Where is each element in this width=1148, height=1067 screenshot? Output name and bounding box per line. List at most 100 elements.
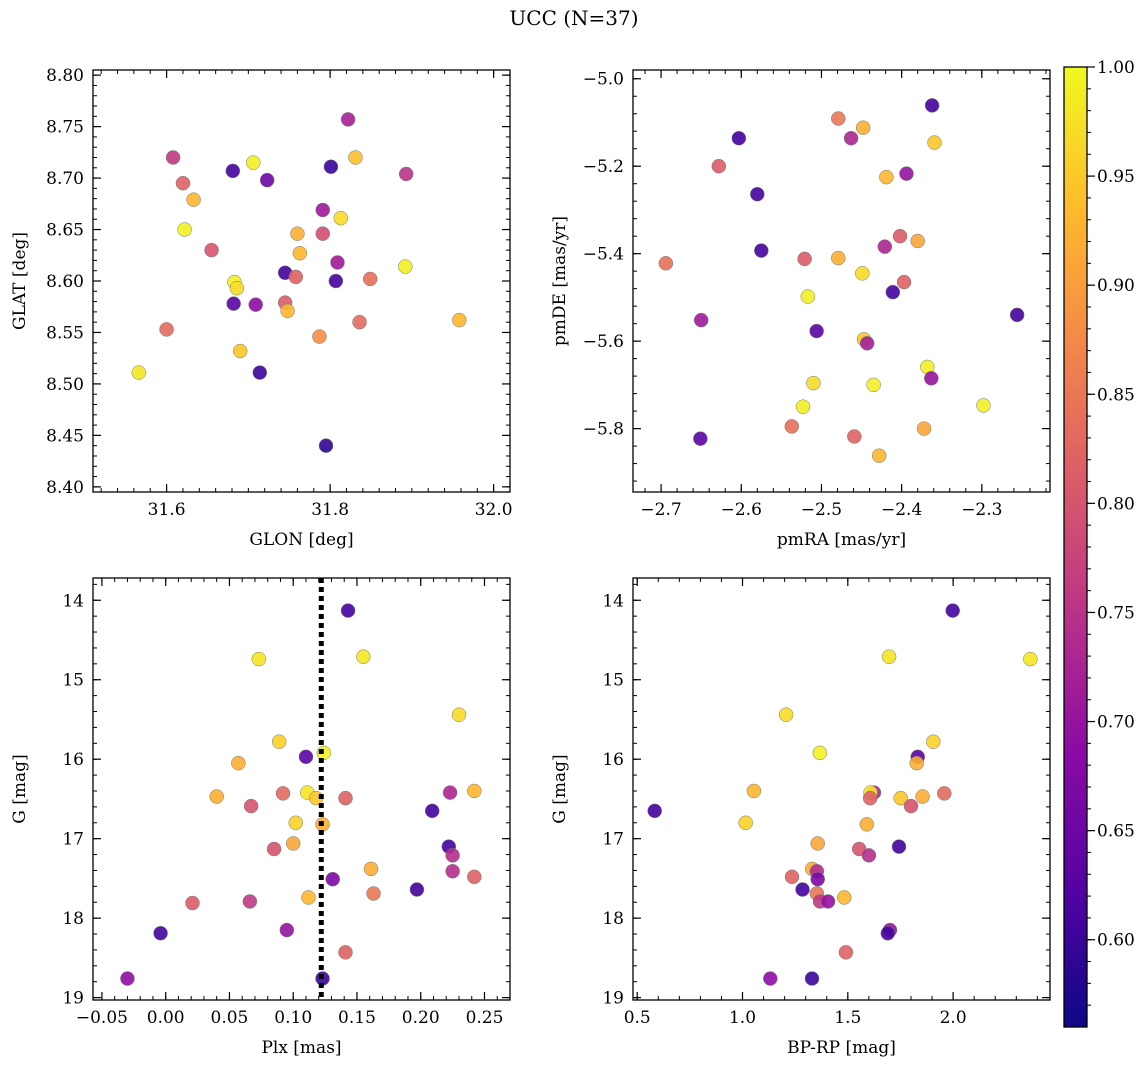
data-point <box>451 707 467 722</box>
data-point <box>318 438 334 453</box>
y-axis-label: G [mag] <box>10 754 30 823</box>
x-tick-label: 1.5 <box>834 1008 861 1028</box>
data-point <box>862 790 878 806</box>
panel-pmra-pmde: −2.7 −2.6 −2.5 −2.4 −2.3 −5.8 −5.6 −5.4 −5.2 −5.0… <box>550 69 1051 550</box>
data-point <box>855 266 870 281</box>
data-point <box>797 251 812 267</box>
data-point <box>338 945 353 960</box>
data-point <box>312 329 327 344</box>
data-point <box>658 256 674 271</box>
data-point <box>301 890 316 905</box>
data-point <box>711 158 727 174</box>
x-axis-label: pmRA [mas/yr] <box>777 530 906 550</box>
data-point <box>892 228 908 244</box>
y-tick-label: 18 <box>62 909 84 929</box>
data-point <box>340 603 356 618</box>
panel-bprp-g: 0.5 1.0 1.5 2.0 14 15 16 17 18 19 BP-RP [mag] G [ma… <box>550 577 1051 1058</box>
data-point <box>899 166 914 181</box>
data-point <box>445 864 460 879</box>
data-point <box>871 448 887 463</box>
y-tick-label: 8.55 <box>46 323 84 343</box>
data-point <box>266 841 282 857</box>
data-point <box>885 284 901 300</box>
data-point <box>333 210 348 226</box>
data-point <box>185 895 200 911</box>
x-tick-label: −2.4 <box>881 500 922 520</box>
data-point <box>259 172 275 188</box>
data-point <box>859 817 875 832</box>
data-point <box>806 375 821 391</box>
colorbar-tick-label: 0.75 <box>1097 603 1135 623</box>
data-point <box>693 312 709 328</box>
data-point <box>784 869 800 885</box>
data-point <box>879 169 894 185</box>
data-point <box>891 839 907 854</box>
data-point <box>903 798 919 814</box>
y-tick-label: 8.40 <box>46 478 84 498</box>
data-point <box>159 322 174 337</box>
data-point <box>232 343 248 359</box>
x-tick-label: 0.10 <box>274 1008 312 1028</box>
y-tick-label: 17 <box>62 830 84 850</box>
data-point <box>366 886 381 901</box>
data-point <box>763 971 778 986</box>
data-point <box>859 336 875 351</box>
y-tick-label: 17 <box>602 830 624 850</box>
y-tick-label: 15 <box>602 671 624 691</box>
colorbar-tick-label: 0.80 <box>1097 494 1135 514</box>
data-point <box>843 130 859 146</box>
data-point <box>242 894 258 909</box>
y-tick-label: 16 <box>602 750 624 770</box>
data-point <box>810 871 825 887</box>
data-point <box>847 429 862 444</box>
data-point <box>924 371 939 386</box>
data-point <box>315 226 331 241</box>
x-tick-label: 32.0 <box>475 500 513 520</box>
data-point <box>445 848 460 863</box>
data-point <box>398 259 413 274</box>
x-tick-label: −0.05 <box>76 1008 128 1028</box>
data-point <box>804 971 820 986</box>
data-point <box>861 848 877 863</box>
y-tick-label: −5.6 <box>583 332 624 352</box>
x-tick-label: −2.5 <box>801 500 842 520</box>
data-point <box>275 786 291 801</box>
data-point <box>165 150 181 165</box>
y-tick-label: 16 <box>62 750 84 770</box>
data-point <box>881 649 897 664</box>
data-point <box>800 289 816 304</box>
data-point <box>1023 651 1038 667</box>
figure-title: UCC (N=37) <box>509 6 639 30</box>
data-point <box>750 186 765 202</box>
data-point <box>352 314 367 330</box>
x-tick-label: 0.25 <box>466 1008 504 1028</box>
x-tick-label: 0.20 <box>402 1008 440 1028</box>
colorbar-gradient <box>1064 67 1087 1027</box>
data-point <box>409 882 425 897</box>
data-point <box>356 649 371 664</box>
axes-frame <box>632 69 1051 493</box>
data-point <box>225 163 241 179</box>
y-tick-label: 8.75 <box>46 118 84 138</box>
data-point <box>937 786 952 801</box>
data-point <box>131 365 147 380</box>
x-tick-label: 0.05 <box>211 1008 249 1028</box>
colorbar-tick-label: 0.95 <box>1097 167 1135 187</box>
y-tick-label: 18 <box>602 909 624 929</box>
data-point <box>831 250 846 266</box>
data-point <box>896 274 912 290</box>
y-tick-label: 8.65 <box>46 221 84 241</box>
colorbar-tick-label: 0.70 <box>1097 713 1135 733</box>
data-point <box>926 734 941 749</box>
x-axis-label: GLON [deg] <box>249 530 353 550</box>
y-tick-label: 19 <box>62 989 84 1009</box>
data-point <box>251 651 267 667</box>
axes-frame <box>92 577 511 1001</box>
data-point <box>467 783 482 799</box>
data-point <box>784 419 800 434</box>
data-point <box>288 269 304 285</box>
data-point <box>693 431 708 446</box>
panel-plx-g: −0.05 0.00 0.05 0.10 0.15 0.20 0.25 14 15 16 17 18 1… <box>10 577 511 1058</box>
data-point <box>338 790 353 806</box>
